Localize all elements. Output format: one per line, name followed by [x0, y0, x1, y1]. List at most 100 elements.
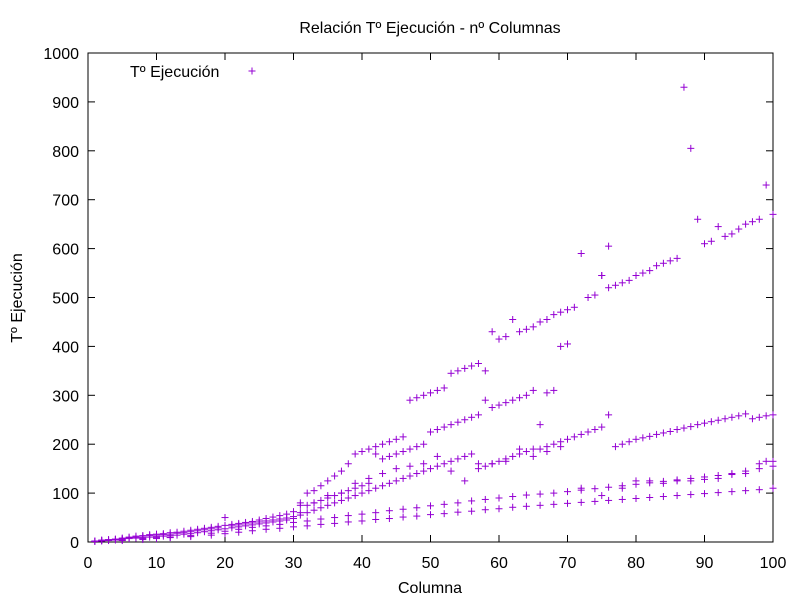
data-point — [481, 506, 489, 514]
data-point — [262, 525, 270, 533]
data-point — [509, 316, 517, 324]
data-point — [433, 426, 441, 434]
data-point — [413, 470, 421, 478]
legend-marker — [248, 67, 256, 75]
x-tick-label: 10 — [148, 555, 166, 572]
data-point — [413, 394, 421, 402]
data-point — [543, 448, 551, 456]
data-point — [564, 306, 571, 314]
data-point — [714, 223, 722, 231]
data-point — [605, 483, 613, 491]
data-point — [543, 389, 551, 397]
data-point — [379, 482, 387, 490]
data-point — [468, 497, 476, 505]
data-point — [337, 467, 345, 475]
data-point — [372, 443, 380, 451]
data-point — [303, 522, 311, 530]
data-point — [454, 418, 462, 426]
data-point — [755, 413, 763, 421]
data-point — [701, 490, 708, 498]
y-tick-label: 100 — [52, 486, 79, 503]
data-point — [228, 524, 236, 532]
data-point — [714, 474, 722, 482]
y-tick-label: 500 — [52, 291, 79, 308]
data-point — [618, 440, 626, 448]
data-point — [440, 460, 448, 468]
data-point — [221, 514, 229, 522]
data-point — [522, 502, 530, 510]
data-point — [358, 517, 366, 525]
data-point — [557, 443, 565, 451]
data-point — [543, 316, 551, 324]
data-point — [454, 508, 462, 516]
data-point — [173, 531, 181, 539]
data-point — [385, 479, 393, 487]
data-point — [557, 308, 565, 316]
x-tick-label: 40 — [353, 555, 371, 572]
data-point — [769, 484, 777, 492]
data-point — [317, 504, 325, 512]
data-point — [762, 181, 770, 189]
data-point — [474, 360, 482, 368]
data-point — [611, 443, 619, 451]
data-point — [283, 516, 291, 524]
data-point — [742, 470, 750, 478]
data-point — [399, 505, 407, 513]
data-point — [454, 455, 462, 463]
data-point — [564, 488, 571, 496]
data-point — [447, 369, 455, 377]
data-point — [392, 450, 400, 458]
data-point — [221, 530, 229, 538]
data-point — [365, 474, 373, 482]
y-tick-label: 800 — [52, 144, 79, 161]
data-point — [591, 291, 599, 299]
data-point — [372, 450, 380, 458]
data-point — [659, 429, 667, 437]
data-point — [735, 412, 743, 420]
data-point — [748, 218, 756, 226]
data-point — [598, 492, 606, 500]
data-point — [605, 242, 613, 250]
data-point — [194, 529, 202, 537]
data-point — [488, 460, 496, 468]
data-point — [344, 460, 352, 468]
data-point — [769, 411, 777, 419]
data-point — [447, 457, 455, 465]
data-point — [618, 279, 626, 287]
data-point — [290, 523, 297, 531]
data-point — [673, 426, 681, 434]
y-tick-label: 400 — [52, 339, 79, 356]
data-point — [529, 323, 537, 331]
data-point — [755, 460, 763, 468]
data-point — [180, 530, 188, 538]
data-point — [365, 445, 373, 453]
x-tick-label: 30 — [285, 555, 303, 572]
data-point — [536, 445, 544, 453]
data-point — [406, 396, 414, 404]
data-point — [502, 333, 510, 341]
data-point — [728, 230, 736, 238]
data-point — [433, 462, 441, 470]
data-point — [687, 477, 695, 485]
data-point — [337, 496, 345, 504]
data-point — [632, 435, 640, 443]
data-point — [701, 419, 708, 427]
data-point — [707, 237, 715, 245]
data-point — [111, 536, 119, 544]
y-tick-label: 1000 — [43, 46, 79, 63]
data-point — [481, 462, 489, 470]
data-point — [351, 450, 359, 458]
data-point — [468, 450, 476, 458]
data-point — [399, 513, 407, 521]
y-tick-label: 700 — [52, 193, 79, 210]
data-point — [406, 462, 414, 470]
data-point — [577, 430, 585, 438]
data-point — [461, 364, 469, 372]
data-point — [687, 144, 695, 152]
data-point — [721, 415, 729, 423]
data-point — [550, 386, 558, 394]
data-point — [385, 438, 393, 446]
data-point — [331, 492, 339, 500]
data-point — [516, 394, 524, 402]
